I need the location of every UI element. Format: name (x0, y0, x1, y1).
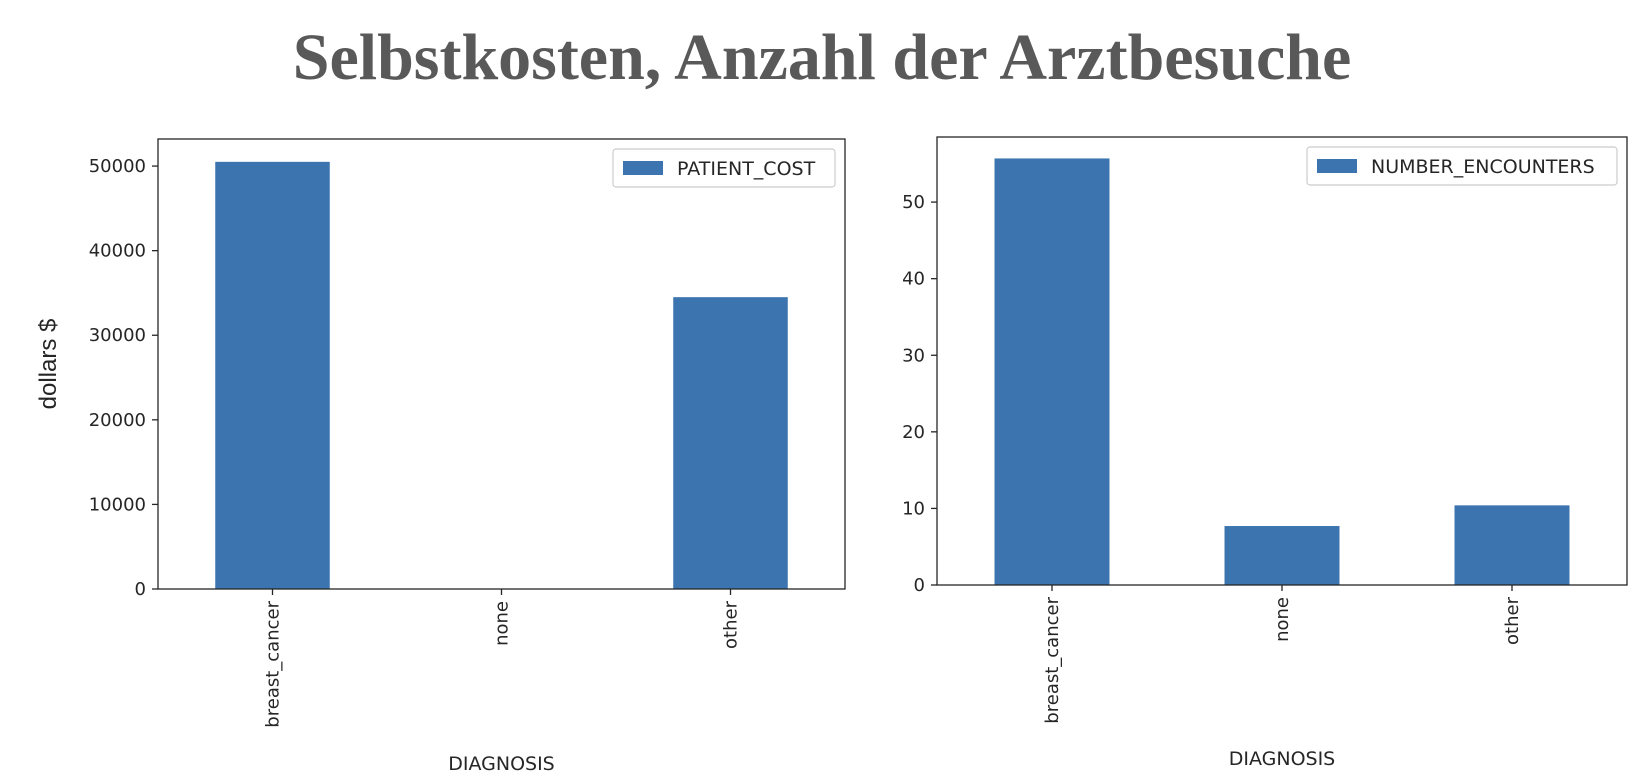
y-tick-label: 50000 (89, 156, 146, 177)
legend-box (1306, 146, 1618, 186)
bar-breast_cancer (215, 161, 330, 589)
x-tick-label: other (1502, 596, 1523, 645)
bar-none (1224, 526, 1340, 585)
y-tick-label: 30 (902, 345, 925, 366)
y-tick-label: 50 (902, 192, 925, 213)
page-title: Selbstkosten, Anzahl der Arztbesuche (292, 21, 1352, 94)
y-tick-label: 10 (902, 498, 925, 519)
y-tick-label: 0 (914, 575, 925, 596)
y-tick-label: 40 (902, 269, 925, 290)
y-tick-label: 20000 (89, 410, 146, 431)
x-axis-label: DIAGNOSIS (448, 753, 555, 775)
y-tick-label: 20 (902, 422, 925, 443)
legend-swatch (623, 161, 663, 175)
y-tick-label: 40000 (89, 241, 146, 262)
x-tick-label: other (721, 600, 742, 649)
x-axis-label: DIAGNOSIS (1229, 748, 1336, 770)
x-tick-label: none (1272, 597, 1293, 642)
bar-other (673, 297, 788, 589)
bar-breast_cancer (994, 158, 1110, 585)
patient-cost-chart: 0 10000 20000 30000 40000 50000 breast_cancer n… (35, 138, 846, 775)
x-tick-label: none (492, 601, 513, 646)
legend-swatch (1317, 159, 1357, 173)
y-tick-label: 0 (135, 579, 146, 600)
y-tick-label: 10000 (89, 494, 146, 515)
legend-box (612, 148, 836, 188)
number-encounters-chart: 0 10 20 30 40 50 breast_cancer none other DIAGNOS… (902, 136, 1628, 770)
legend-label: PATIENT_COST (677, 158, 816, 180)
bar-other (1454, 505, 1570, 585)
y-axis-label: dollars $ (35, 319, 62, 410)
legend-label: NUMBER_ENCOUNTERS (1371, 156, 1595, 178)
x-tick-label: breast_cancer (263, 600, 284, 727)
x-tick-label: breast_cancer (1042, 596, 1063, 723)
y-tick-label: 30000 (89, 325, 146, 346)
